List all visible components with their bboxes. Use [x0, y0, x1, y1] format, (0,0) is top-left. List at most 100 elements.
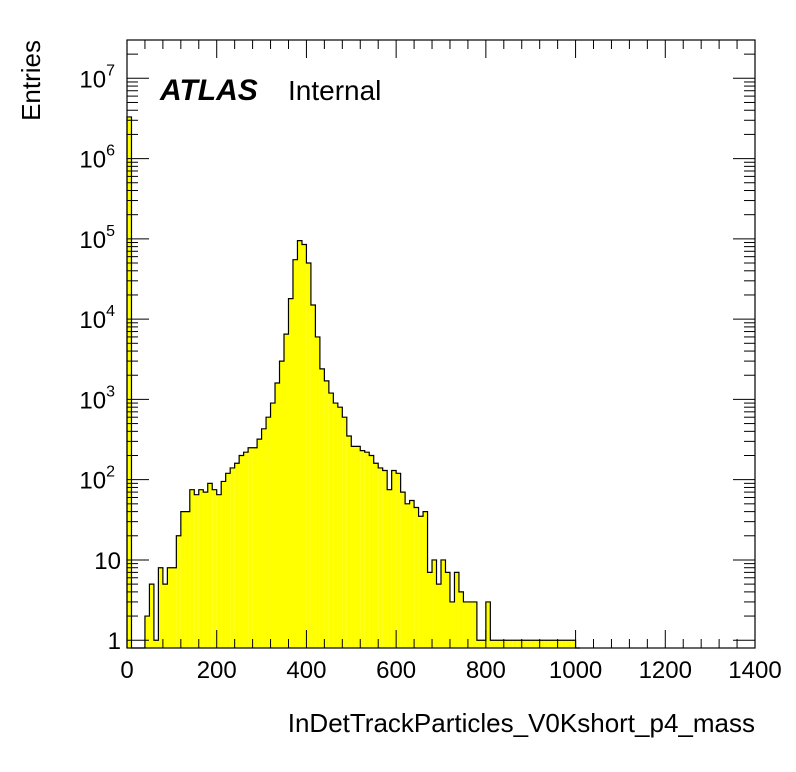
histogram-bar	[239, 455, 244, 648]
histogram-bar	[243, 452, 249, 648]
histogram-bar	[310, 304, 316, 648]
histogram-bar	[216, 494, 222, 648]
histogram-bar	[396, 473, 401, 648]
histogram-bar	[512, 640, 518, 648]
y-tick-label: 107	[79, 62, 115, 93]
histogram-bar	[490, 640, 495, 648]
y-tick-label: 10	[94, 548, 121, 575]
histogram-bar	[548, 640, 554, 648]
histogram-bar	[449, 601, 455, 648]
histogram-bar	[378, 467, 383, 648]
histogram-bar	[351, 446, 356, 648]
histogram-bar	[292, 259, 298, 648]
histogram-bar	[445, 572, 450, 648]
histogram-bar	[180, 511, 186, 648]
x-axis-title: InDetTrackParticles_V0Kshort_p4_mass	[288, 708, 755, 738]
histogram-bar	[387, 489, 392, 648]
histogram-bar	[171, 567, 177, 648]
histogram-bar	[458, 591, 464, 648]
histogram-bar	[414, 507, 419, 648]
histogram-bar	[149, 584, 154, 648]
histogram-bar	[517, 640, 522, 648]
histogram-bar	[257, 439, 262, 648]
histogram-bar	[409, 500, 415, 648]
y-tick-label: 103	[79, 383, 115, 414]
histogram-bar	[328, 393, 334, 648]
histogram-bar	[230, 467, 235, 648]
x-tick-label: 600	[376, 657, 416, 684]
histogram-bar	[373, 463, 379, 648]
histogram-bar	[535, 640, 540, 648]
histogram-bar	[266, 417, 271, 648]
x-tick-label: 1400	[728, 657, 781, 684]
histogram-bar	[360, 450, 365, 648]
histogram-bar	[427, 572, 433, 648]
histogram-bar	[324, 380, 329, 648]
histogram-bar	[185, 511, 190, 648]
histogram-bar	[369, 455, 374, 648]
histogram-bar	[432, 559, 437, 648]
histogram-bar	[485, 601, 491, 648]
histogram-bar	[333, 403, 338, 648]
histogram-bar	[526, 640, 531, 648]
histogram-bar	[382, 470, 388, 648]
histogram-bar	[454, 572, 459, 648]
histogram-bar	[234, 463, 240, 648]
histogram-bar	[405, 503, 410, 648]
y-tick-label: 106	[79, 143, 115, 174]
bars-layer	[127, 116, 576, 648]
y-tick-label: 1	[108, 628, 121, 655]
histogram-bar	[441, 559, 446, 648]
x-tick-label: 400	[286, 657, 326, 684]
histogram-bar	[153, 640, 159, 648]
histogram-bar	[463, 601, 468, 648]
histogram-bar	[539, 640, 545, 648]
histogram-bar	[342, 417, 347, 648]
histogram-bar	[346, 435, 352, 648]
histogram-bar	[557, 640, 563, 648]
histogram-bar	[248, 447, 253, 648]
atlas-label: ATLAS	[159, 74, 258, 107]
histogram-bar	[194, 494, 199, 648]
histogram-bar	[221, 481, 226, 648]
histogram-bar	[279, 361, 284, 648]
histogram-bar	[252, 447, 258, 648]
histogram-bar	[212, 489, 217, 648]
y-tick-label: 104	[79, 303, 115, 334]
histogram-bar	[364, 452, 370, 648]
histogram-bar	[530, 640, 536, 648]
histogram-bar	[189, 489, 195, 648]
histogram-bar	[467, 601, 473, 648]
histogram-bar	[225, 473, 231, 648]
histogram-bar	[472, 601, 477, 648]
histogram-bar	[319, 368, 325, 648]
histogram-bar	[315, 336, 320, 648]
histogram-outline	[126, 116, 581, 649]
histogram-bar	[571, 640, 576, 648]
x-tick-label: 1000	[549, 657, 602, 684]
histogram-bar	[176, 535, 181, 648]
histogram-bar	[553, 640, 558, 648]
y-tick-labels: 1 10 102 103 104 105 106 107	[79, 62, 121, 655]
histogram-bar	[275, 383, 280, 648]
histogram-bar	[284, 334, 289, 648]
histogram-bar	[436, 584, 441, 648]
histogram-bar	[288, 298, 293, 648]
histogram-bar	[301, 244, 307, 648]
histogram-bar	[562, 640, 567, 648]
histogram-bar	[566, 640, 572, 648]
internal-label: Internal	[288, 75, 381, 106]
plot-frame	[126, 39, 756, 649]
x-tick-label: 800	[466, 657, 506, 684]
histogram-bar	[355, 446, 361, 648]
histogram-bar	[261, 428, 267, 648]
histogram-bar	[198, 489, 204, 648]
histogram-bar	[499, 640, 504, 648]
histogram-bar	[270, 403, 276, 648]
histogram-bar	[207, 483, 213, 648]
y-tick-label: 105	[79, 223, 115, 254]
x-tick-label: 200	[197, 657, 237, 684]
histogram-bar	[494, 640, 500, 648]
histogram-bar	[167, 567, 172, 648]
